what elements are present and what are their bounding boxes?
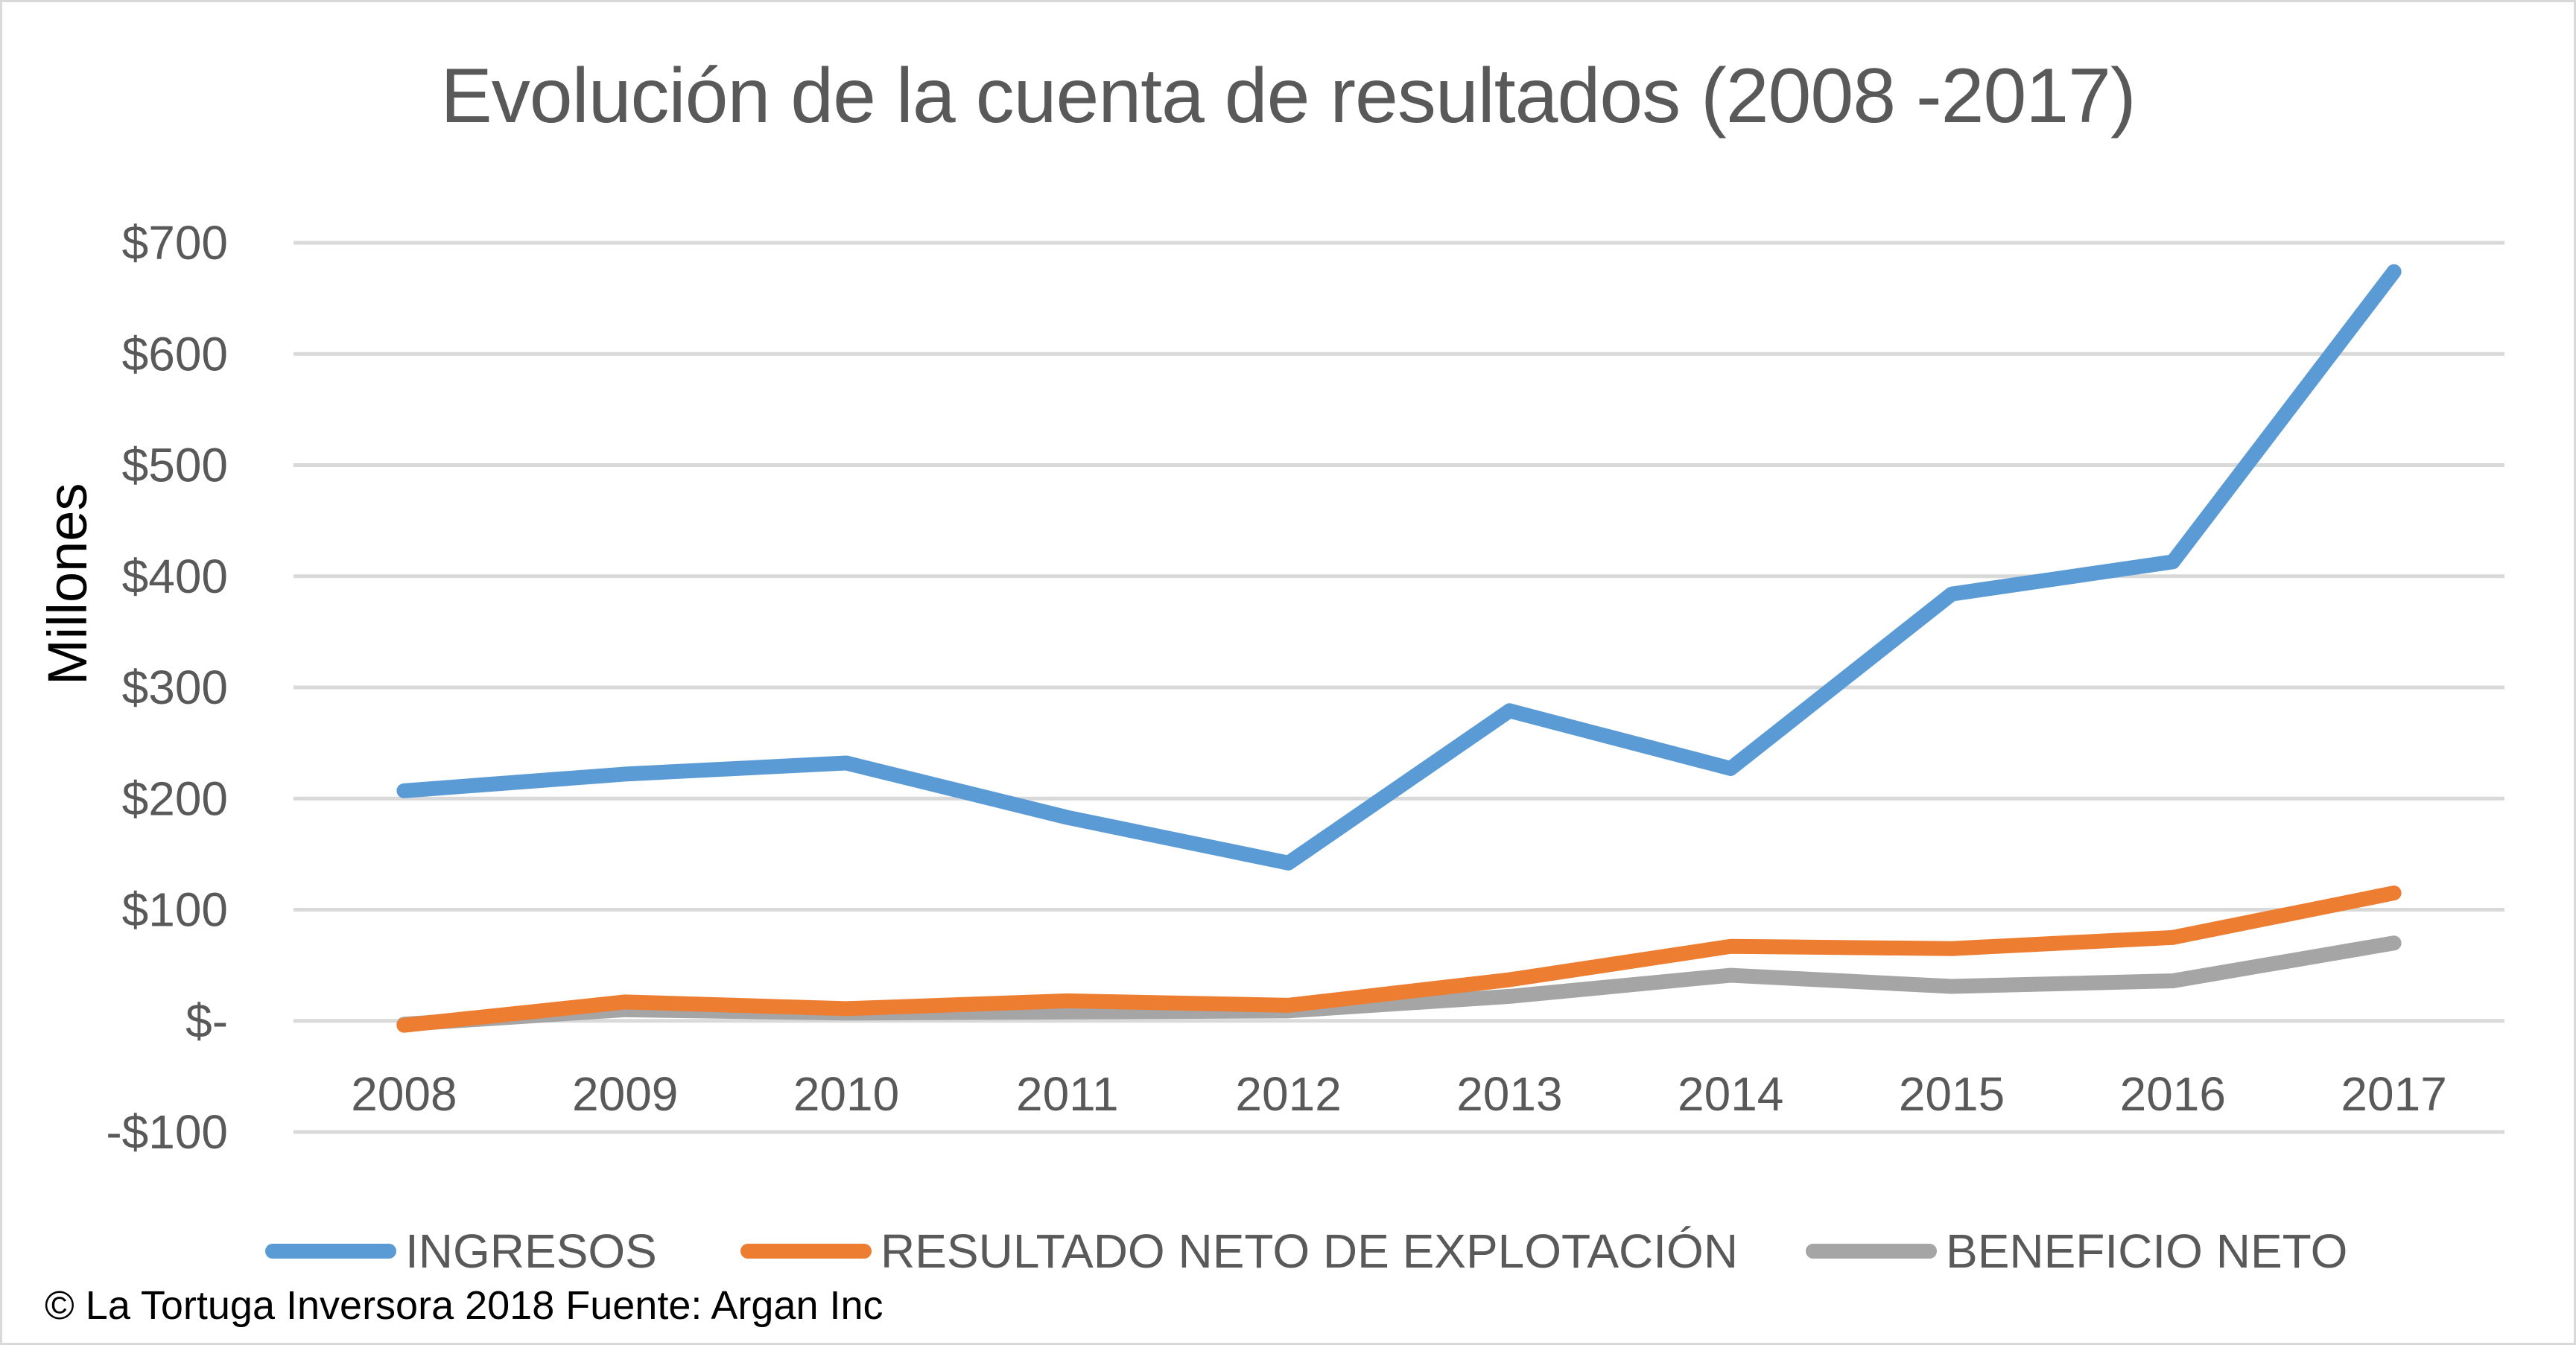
x-tick-label: 2011 [1016,1067,1119,1121]
y-tick-label: $- [185,994,228,1048]
legend-label-beneficio: BENEFICIO NETO [1946,1224,2348,1278]
chart-title: Evolución de la cuenta de resultados (20… [440,53,2136,139]
series-line-beneficio-neto [396,935,2402,1032]
y-tick-label: $500 [122,439,228,492]
y-tick-label: $700 [122,216,228,270]
footer-credit: © La Tortuga Inversora 2018 Fuente: Arga… [45,1283,883,1328]
series-line-ingresos [396,264,2402,871]
x-tick-label: 2010 [793,1067,899,1121]
legend-item-resultado: RESULTADO NETO DE EXPLOTACIÓN [740,1221,1738,1281]
legend-item-beneficio: BENEFICIO NETO [1806,1221,2347,1281]
legend-swatch-resultado [740,1244,872,1259]
legend-label-resultado: RESULTADO NETO DE EXPLOTACIÓN [881,1224,1739,1278]
y-tick-label: -$100 [106,1105,228,1159]
x-tick-label: 2016 [2120,1067,2226,1121]
y-tick-label: $100 [122,883,228,937]
x-tick-label: 2008 [351,1067,457,1121]
legend: INGRESOS RESULTADO NETO DE EXPLOTACIÓN B… [0,1221,2576,1281]
x-tick-label: 2014 [1678,1067,1783,1121]
x-tick-label: 2017 [2341,1067,2446,1121]
y-tick-label: $600 [122,327,228,381]
x-tick-label: 2013 [1456,1067,1562,1121]
x-tick-label: 2009 [572,1067,678,1121]
legend-swatch-ingresos [265,1244,396,1259]
y-tick-label: $200 [122,772,228,825]
legend-label-ingresos: INGRESOS [405,1224,657,1278]
legend-swatch-beneficio [1806,1244,1937,1259]
y-tick-label: $400 [122,550,228,603]
series-line-resultado-neto-de-explotaci-n [396,885,2402,1033]
x-tick-label: 2012 [1235,1067,1341,1121]
y-tick-label: $300 [122,661,228,714]
legend-item-ingresos: INGRESOS [265,1221,657,1281]
x-tick-label: 2015 [1899,1067,2005,1121]
